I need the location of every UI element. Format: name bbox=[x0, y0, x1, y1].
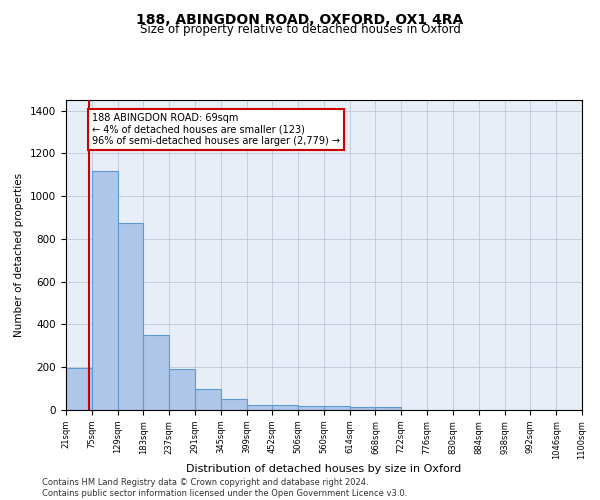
X-axis label: Distribution of detached houses by size in Oxford: Distribution of detached houses by size … bbox=[187, 464, 461, 474]
Bar bbox=[195, 388, 221, 410]
Text: 188 ABINGDON ROAD: 69sqm
← 4% of detached houses are smaller (123)
96% of semi-d: 188 ABINGDON ROAD: 69sqm ← 4% of detache… bbox=[92, 113, 340, 146]
Bar bbox=[247, 404, 272, 410]
Text: Size of property relative to detached houses in Oxford: Size of property relative to detached ho… bbox=[140, 22, 460, 36]
Bar bbox=[350, 407, 376, 410]
Bar bbox=[118, 223, 143, 410]
Bar bbox=[272, 404, 298, 410]
Bar bbox=[221, 398, 247, 410]
Bar bbox=[376, 407, 401, 410]
Bar bbox=[66, 368, 92, 410]
Bar bbox=[143, 335, 169, 410]
Text: Contains HM Land Registry data © Crown copyright and database right 2024.
Contai: Contains HM Land Registry data © Crown c… bbox=[42, 478, 407, 498]
Bar bbox=[169, 370, 195, 410]
Bar bbox=[92, 170, 118, 410]
Y-axis label: Number of detached properties: Number of detached properties bbox=[14, 173, 25, 337]
Text: 188, ABINGDON ROAD, OXFORD, OX1 4RA: 188, ABINGDON ROAD, OXFORD, OX1 4RA bbox=[136, 12, 464, 26]
Bar bbox=[298, 406, 324, 410]
Bar bbox=[324, 406, 350, 410]
